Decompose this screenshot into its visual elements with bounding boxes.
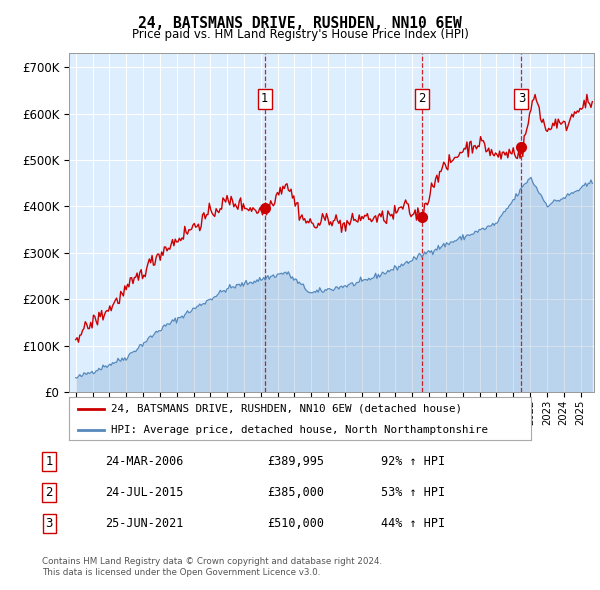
Text: 44% ↑ HPI: 44% ↑ HPI <box>381 517 445 530</box>
Text: 92% ↑ HPI: 92% ↑ HPI <box>381 455 445 468</box>
Text: £389,995: £389,995 <box>267 455 324 468</box>
Text: 53% ↑ HPI: 53% ↑ HPI <box>381 486 445 499</box>
Text: 1: 1 <box>46 455 53 468</box>
Text: This data is licensed under the Open Government Licence v3.0.: This data is licensed under the Open Gov… <box>42 568 320 577</box>
Text: £510,000: £510,000 <box>267 517 324 530</box>
Text: 24, BATSMANS DRIVE, RUSHDEN, NN10 6EW: 24, BATSMANS DRIVE, RUSHDEN, NN10 6EW <box>138 16 462 31</box>
Text: HPI: Average price, detached house, North Northamptonshire: HPI: Average price, detached house, Nort… <box>110 425 488 435</box>
Text: 3: 3 <box>46 517 53 530</box>
Text: 3: 3 <box>518 93 525 106</box>
Text: 2: 2 <box>418 93 426 106</box>
Text: Contains HM Land Registry data © Crown copyright and database right 2024.: Contains HM Land Registry data © Crown c… <box>42 558 382 566</box>
Text: 24-JUL-2015: 24-JUL-2015 <box>105 486 184 499</box>
Text: 24-MAR-2006: 24-MAR-2006 <box>105 455 184 468</box>
Text: 24, BATSMANS DRIVE, RUSHDEN, NN10 6EW (detached house): 24, BATSMANS DRIVE, RUSHDEN, NN10 6EW (d… <box>110 404 461 414</box>
Text: 2: 2 <box>46 486 53 499</box>
Text: 25-JUN-2021: 25-JUN-2021 <box>105 517 184 530</box>
Text: Price paid vs. HM Land Registry's House Price Index (HPI): Price paid vs. HM Land Registry's House … <box>131 28 469 41</box>
Text: 1: 1 <box>261 93 268 106</box>
Text: £385,000: £385,000 <box>267 486 324 499</box>
